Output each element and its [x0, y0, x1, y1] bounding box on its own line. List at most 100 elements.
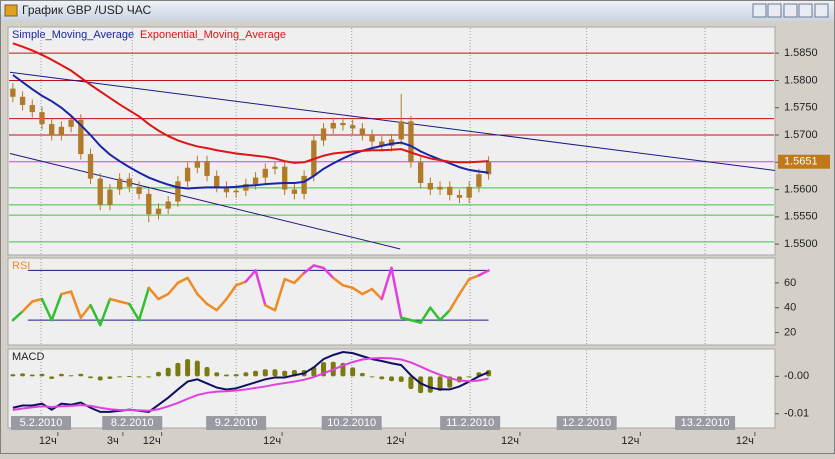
- histogram-bar: [262, 369, 268, 377]
- candle-body: [165, 201, 171, 209]
- candle-body: [408, 121, 414, 163]
- rsi-segment: [118, 300, 131, 306]
- histogram-bar: [20, 373, 26, 377]
- button-minimize[interactable]: [783, 3, 798, 18]
- histogram-bar: [233, 374, 239, 377]
- button-maximize[interactable]: [798, 3, 813, 18]
- histogram-bar: [437, 376, 443, 391]
- last-price-box: [778, 154, 830, 169]
- candle-body: [29, 105, 35, 113]
- x-tick-label: 13.2.2010: [681, 417, 730, 429]
- x-tick-label: 12.2.2010: [562, 417, 611, 429]
- candle-body: [204, 161, 210, 176]
- histogram-bar: [253, 370, 259, 377]
- x-hour-label: 12ч: [621, 435, 639, 447]
- candle-body: [194, 161, 200, 168]
- window-title: График GBP /USD ЧАС: [22, 3, 152, 17]
- histogram-bar: [126, 375, 132, 377]
- signal-line: [12, 356, 489, 412]
- rsi-segment: [196, 292, 209, 306]
- y-tick-label: 1.5500: [784, 238, 818, 250]
- rsi-segment: [89, 303, 102, 327]
- date-box: [321, 416, 382, 430]
- candle-body: [291, 189, 298, 194]
- candle-body: [155, 208, 162, 215]
- rsi-segment: [244, 269, 257, 283]
- candle-body: [214, 175, 220, 187]
- rsi-segment: [322, 266, 335, 280]
- histogram-bar: [58, 373, 64, 377]
- rsi-segment: [477, 269, 490, 277]
- candle-body: [58, 126, 65, 135]
- legend-ema: Exponential_Moving_Average: [140, 29, 286, 41]
- rsi-segment: [331, 276, 345, 287]
- macd-panel: [7, 348, 776, 429]
- x-hour-label: 12ч: [501, 435, 519, 447]
- button-pin[interactable]: [767, 3, 782, 18]
- last-price-label: 1.5651: [784, 156, 818, 168]
- date-box: [206, 416, 267, 430]
- histogram-bar: [155, 371, 161, 377]
- histogram-bar: [165, 367, 171, 377]
- histogram-bar: [272, 369, 278, 377]
- candle-body: [272, 166, 278, 169]
- x-tick-label: 5.2.2010: [20, 417, 63, 429]
- histogram-bar: [49, 376, 55, 379]
- macd-line: [12, 350, 489, 413]
- histogram-bar: [408, 376, 414, 390]
- x-tick-label: 11.2.2010: [446, 417, 494, 429]
- x-tick-label: 8.2.2010: [111, 417, 154, 429]
- histogram-bar: [418, 376, 424, 394]
- candle-body: [19, 96, 26, 105]
- histogram-bar: [194, 360, 200, 377]
- rsi-segment: [351, 286, 364, 296]
- rsi-segment: [312, 264, 325, 270]
- rsi-segment: [409, 318, 422, 324]
- legend-sma: Simple_Moving_Average: [12, 29, 134, 41]
- candle-body: [78, 119, 84, 155]
- histogram-bar: [39, 373, 45, 377]
- histogram-bar: [146, 376, 152, 378]
- histogram-bar: [282, 370, 288, 377]
- y-tick-label: 1.5550: [784, 211, 818, 223]
- rsi-segment: [157, 292, 170, 301]
- rsi-segment: [69, 290, 83, 319]
- window-buttons[interactable]: [752, 3, 829, 18]
- button-close[interactable]: [814, 3, 829, 18]
- y-tick-label: 1.5600: [784, 183, 818, 195]
- rsi-segment: [361, 287, 374, 296]
- candle-body: [485, 161, 492, 175]
- rsi-segment: [234, 280, 248, 287]
- candle-body: [398, 121, 404, 140]
- button-help[interactable]: [752, 3, 767, 18]
- histogram-bar: [136, 376, 142, 378]
- x-hour-label: 12ч: [263, 435, 281, 447]
- rsi-segment: [370, 287, 384, 301]
- candle-body: [252, 177, 259, 185]
- rsi-segment: [205, 302, 218, 312]
- rsi-segment: [293, 271, 306, 285]
- candle-body: [68, 119, 74, 127]
- rsi-segment: [448, 292, 461, 312]
- moving-average-line: [12, 42, 489, 164]
- y-tick-label: 1.5850: [784, 47, 818, 59]
- rsi-segment: [341, 284, 354, 290]
- rsi-segment: [429, 306, 442, 322]
- histogram-bar: [369, 376, 375, 378]
- x-hour-label: 3ч: [107, 435, 119, 447]
- histogram-bar: [185, 359, 191, 377]
- title-bar: [1, 1, 834, 21]
- candle-body: [184, 167, 191, 182]
- y-tick-label: 1.5750: [784, 102, 818, 114]
- rsi-segment: [467, 274, 481, 281]
- candle-body: [379, 141, 385, 146]
- candle-body: [116, 178, 123, 190]
- window-icon: [4, 4, 18, 17]
- rsi-segment: [137, 286, 151, 322]
- rsi-segment: [273, 277, 286, 312]
- candle-body: [107, 189, 113, 205]
- histogram-bar: [29, 374, 35, 377]
- candle-body: [243, 184, 249, 191]
- histogram-bar: [427, 376, 433, 393]
